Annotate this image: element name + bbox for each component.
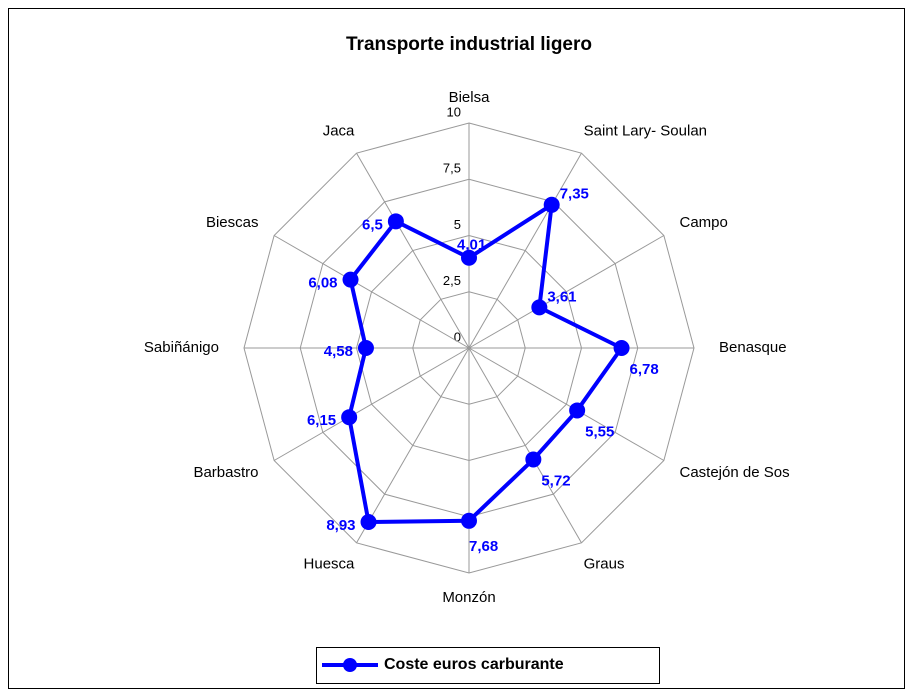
chart-title: Transporte industrial ligero <box>346 34 592 55</box>
category-label: Benasque <box>719 339 787 356</box>
marker <box>461 249 477 266</box>
category-label: Campo <box>680 214 728 231</box>
category-label: Huesca <box>304 555 356 572</box>
value-label: 5,72 <box>541 472 570 489</box>
spoke <box>468 347 582 544</box>
marker <box>387 213 404 230</box>
marker <box>357 340 374 356</box>
spoke <box>273 347 470 461</box>
category-label: Castejón de Sos <box>680 464 790 481</box>
category-label: Barbastro <box>193 464 258 481</box>
r-tick-label: 0 <box>454 329 461 344</box>
category-label: Saint Lary- Soulan <box>584 122 707 139</box>
spoke <box>356 347 470 544</box>
category-label: Monzón <box>442 589 495 606</box>
category-label: Jaca <box>323 122 355 139</box>
category-label: Biescas <box>206 214 259 231</box>
value-label: 4,01 <box>457 237 486 254</box>
category-label: Sabiñánigo <box>144 339 219 356</box>
r-tick-label: 10 <box>447 104 461 119</box>
spoke <box>356 152 470 349</box>
marker <box>341 409 358 426</box>
r-tick-label: 2,5 <box>443 273 461 288</box>
spoke <box>468 347 665 461</box>
marker <box>543 196 560 213</box>
category-label: Bielsa <box>449 89 491 106</box>
value-label: 5,55 <box>585 423 614 440</box>
marker <box>531 299 548 316</box>
spoke <box>468 152 582 349</box>
value-label: 8,93 <box>326 517 355 534</box>
spoke <box>273 235 470 349</box>
marker <box>613 340 630 356</box>
marker <box>569 402 586 419</box>
value-label: 7,35 <box>560 186 589 203</box>
value-label: 4,58 <box>324 343 353 360</box>
value-label: 6,15 <box>307 412 336 429</box>
value-label: 6,08 <box>308 275 337 292</box>
marker <box>342 271 359 288</box>
value-label: 3,61 <box>547 288 576 305</box>
r-tick-label: 5 <box>454 217 461 232</box>
spoke <box>468 235 665 349</box>
marker <box>461 512 477 529</box>
legend-label: Coste euros carburante <box>384 656 564 673</box>
legend-marker <box>343 658 357 672</box>
value-label: 7,68 <box>469 538 498 555</box>
marker <box>360 514 377 531</box>
marker <box>525 451 542 468</box>
value-label: 6,5 <box>362 216 383 233</box>
category-label: Graus <box>584 555 625 572</box>
value-label: 6,78 <box>630 361 659 378</box>
r-tick-label: 7,5 <box>443 161 461 176</box>
